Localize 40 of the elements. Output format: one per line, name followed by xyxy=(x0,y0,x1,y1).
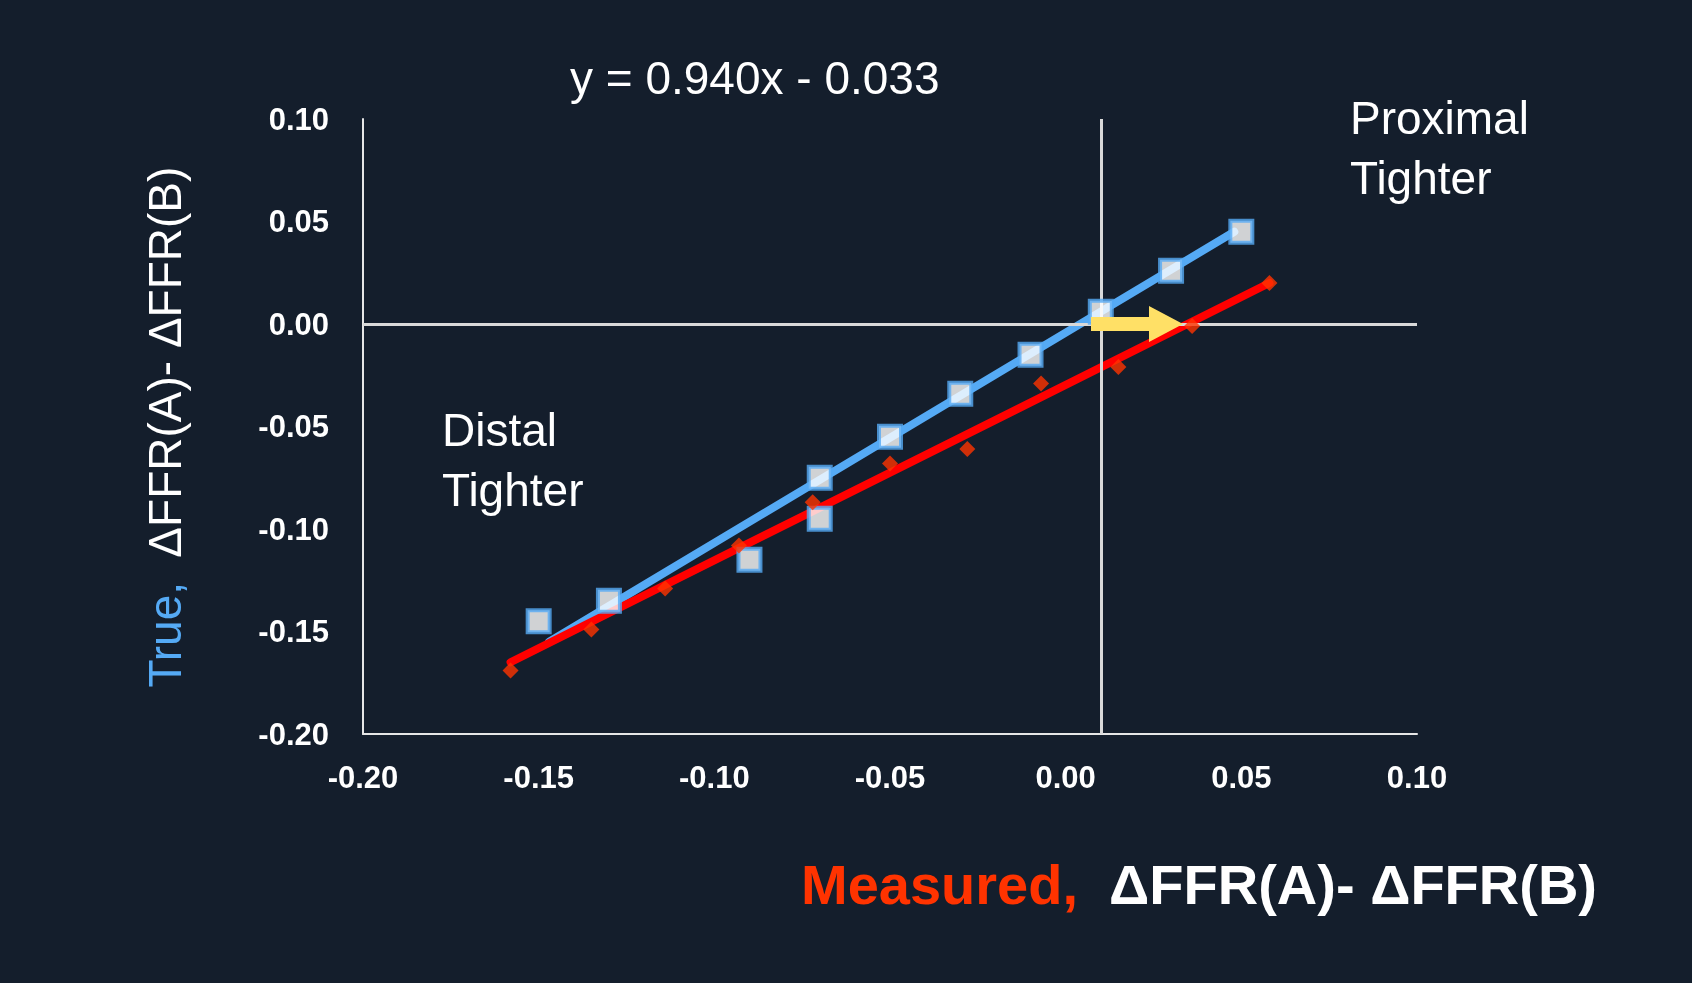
y-tick-label: 0.05 xyxy=(268,204,329,239)
point xyxy=(882,455,898,472)
point xyxy=(1158,257,1185,284)
point xyxy=(947,380,974,407)
point xyxy=(657,580,674,597)
point xyxy=(959,441,976,458)
y-tick-label: -0.15 xyxy=(258,614,329,649)
point xyxy=(1228,218,1255,245)
point xyxy=(804,494,821,511)
point xyxy=(806,505,833,532)
point xyxy=(502,662,519,679)
x-tick-label: 0.00 xyxy=(1035,760,1096,795)
annotation: Distal Tighter xyxy=(442,403,584,516)
x-axis-title: Measured, ΔFFR(A)- ΔFFR(B) xyxy=(800,852,1597,917)
x-tick-label: -0.15 xyxy=(503,760,574,795)
x-tick-label: -0.10 xyxy=(679,760,750,795)
y-axis-title: True, ΔFFR(A)- ΔFFR(B) xyxy=(139,166,191,688)
point xyxy=(1184,318,1201,335)
point xyxy=(877,423,903,450)
x-tick-label: -0.20 xyxy=(327,760,399,795)
y-tick-label: 0.10 xyxy=(268,101,329,137)
point xyxy=(1033,375,1050,392)
point xyxy=(525,608,552,635)
point xyxy=(595,587,622,614)
annotation: Proximal Tighter xyxy=(1350,91,1529,204)
point xyxy=(730,537,747,554)
y-tick-label: -0.10 xyxy=(258,511,329,547)
x-tick-label: 0.10 xyxy=(1386,760,1448,795)
point xyxy=(736,546,763,573)
point xyxy=(583,621,600,638)
point xyxy=(806,464,833,491)
y-tick-label: -0.20 xyxy=(258,716,329,752)
y-tick-label: -0.05 xyxy=(258,409,329,444)
point xyxy=(1261,275,1278,291)
y-tick-label: 0.00 xyxy=(268,306,329,342)
point xyxy=(1110,359,1127,376)
x-tick-label: 0.05 xyxy=(1211,760,1272,795)
point xyxy=(1017,341,1044,368)
x-tick-label: -0.05 xyxy=(854,760,926,795)
text: y = 0.940x - 0.033 xyxy=(570,51,940,104)
